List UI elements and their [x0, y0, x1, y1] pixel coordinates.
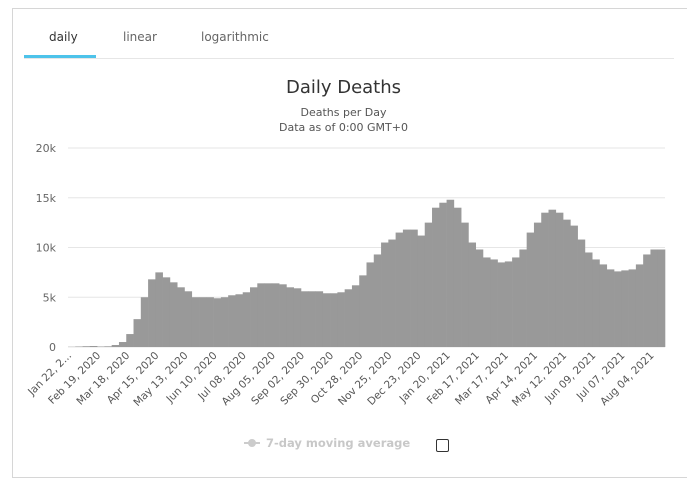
- y-tick-label: 0: [49, 341, 56, 354]
- bar: [301, 291, 309, 347]
- bar: [549, 210, 557, 347]
- bar: [585, 252, 593, 347]
- bar: [192, 297, 200, 347]
- bar: [170, 282, 178, 347]
- bar: [279, 284, 287, 347]
- bar: [345, 289, 353, 347]
- bar: [199, 297, 207, 347]
- bar: [221, 297, 229, 347]
- bar: [374, 254, 382, 347]
- bar: [214, 298, 222, 347]
- bar: [257, 283, 265, 347]
- bar: [650, 249, 658, 347]
- bar: [534, 223, 542, 347]
- bar: [432, 208, 440, 347]
- bar: [104, 346, 112, 347]
- y-tick-label: 5k: [43, 291, 57, 304]
- bar: [454, 208, 462, 347]
- bar: [119, 342, 127, 347]
- bar: [636, 264, 644, 347]
- bar: [265, 283, 273, 347]
- bar: [643, 254, 651, 347]
- bar: [505, 261, 513, 347]
- bar: [367, 262, 375, 347]
- bar: [512, 257, 520, 347]
- bar: [83, 346, 91, 347]
- bar: [417, 236, 425, 347]
- bar: [141, 297, 149, 347]
- bar: [388, 240, 396, 347]
- bar: [316, 291, 324, 347]
- bar: [134, 319, 142, 347]
- bar: [403, 230, 411, 347]
- bar: [184, 291, 192, 347]
- bar: [163, 277, 171, 347]
- bar: [410, 230, 418, 347]
- bar: [177, 287, 185, 347]
- bar: [599, 264, 607, 347]
- legend-line-marker-icon: [244, 438, 260, 448]
- bar: [563, 220, 571, 347]
- bar: [461, 223, 469, 347]
- bar: [439, 203, 447, 347]
- bar: [592, 259, 600, 347]
- bar: [556, 213, 564, 347]
- bar: [381, 243, 389, 347]
- legend-label: 7-day moving average: [266, 436, 410, 450]
- y-tick-label: 15k: [36, 192, 57, 205]
- bar: [483, 257, 491, 347]
- moving-average-checkbox[interactable]: [436, 439, 449, 452]
- bar: [607, 269, 615, 347]
- x-tick-label: Aug 04, 2021: [598, 350, 656, 408]
- bar: [570, 226, 578, 347]
- bar: [621, 270, 629, 347]
- bar: [308, 291, 316, 347]
- bar: [228, 295, 236, 347]
- bar: [498, 262, 506, 347]
- bar: [447, 200, 455, 347]
- bar: [206, 297, 214, 347]
- bar: [286, 287, 294, 347]
- bar: [527, 233, 535, 347]
- bar: [352, 285, 360, 347]
- bar: [323, 293, 331, 347]
- bar: [235, 294, 243, 347]
- bar: [330, 293, 338, 347]
- y-tick-label: 20k: [36, 142, 57, 155]
- legend-item-moving-average[interactable]: 7-day moving average: [244, 436, 410, 450]
- bar: [294, 288, 302, 347]
- bar: [614, 271, 622, 347]
- bar: [90, 346, 98, 347]
- bar: [272, 283, 280, 347]
- bar: [541, 213, 549, 347]
- bar: [425, 223, 433, 347]
- bar: [490, 259, 498, 347]
- bar: [155, 272, 163, 347]
- bar: [519, 249, 527, 347]
- bar: [250, 287, 258, 347]
- bar: [629, 269, 637, 347]
- bar: [658, 249, 666, 347]
- bar: [396, 233, 404, 347]
- bar: [578, 240, 586, 347]
- bar: [468, 243, 476, 347]
- bar: [126, 334, 134, 347]
- bar: [112, 345, 120, 347]
- bar: [359, 275, 367, 347]
- bar: [337, 292, 345, 347]
- bar: [476, 249, 484, 347]
- bar: [148, 279, 156, 347]
- bar: [243, 292, 251, 347]
- y-tick-label: 10k: [36, 242, 57, 255]
